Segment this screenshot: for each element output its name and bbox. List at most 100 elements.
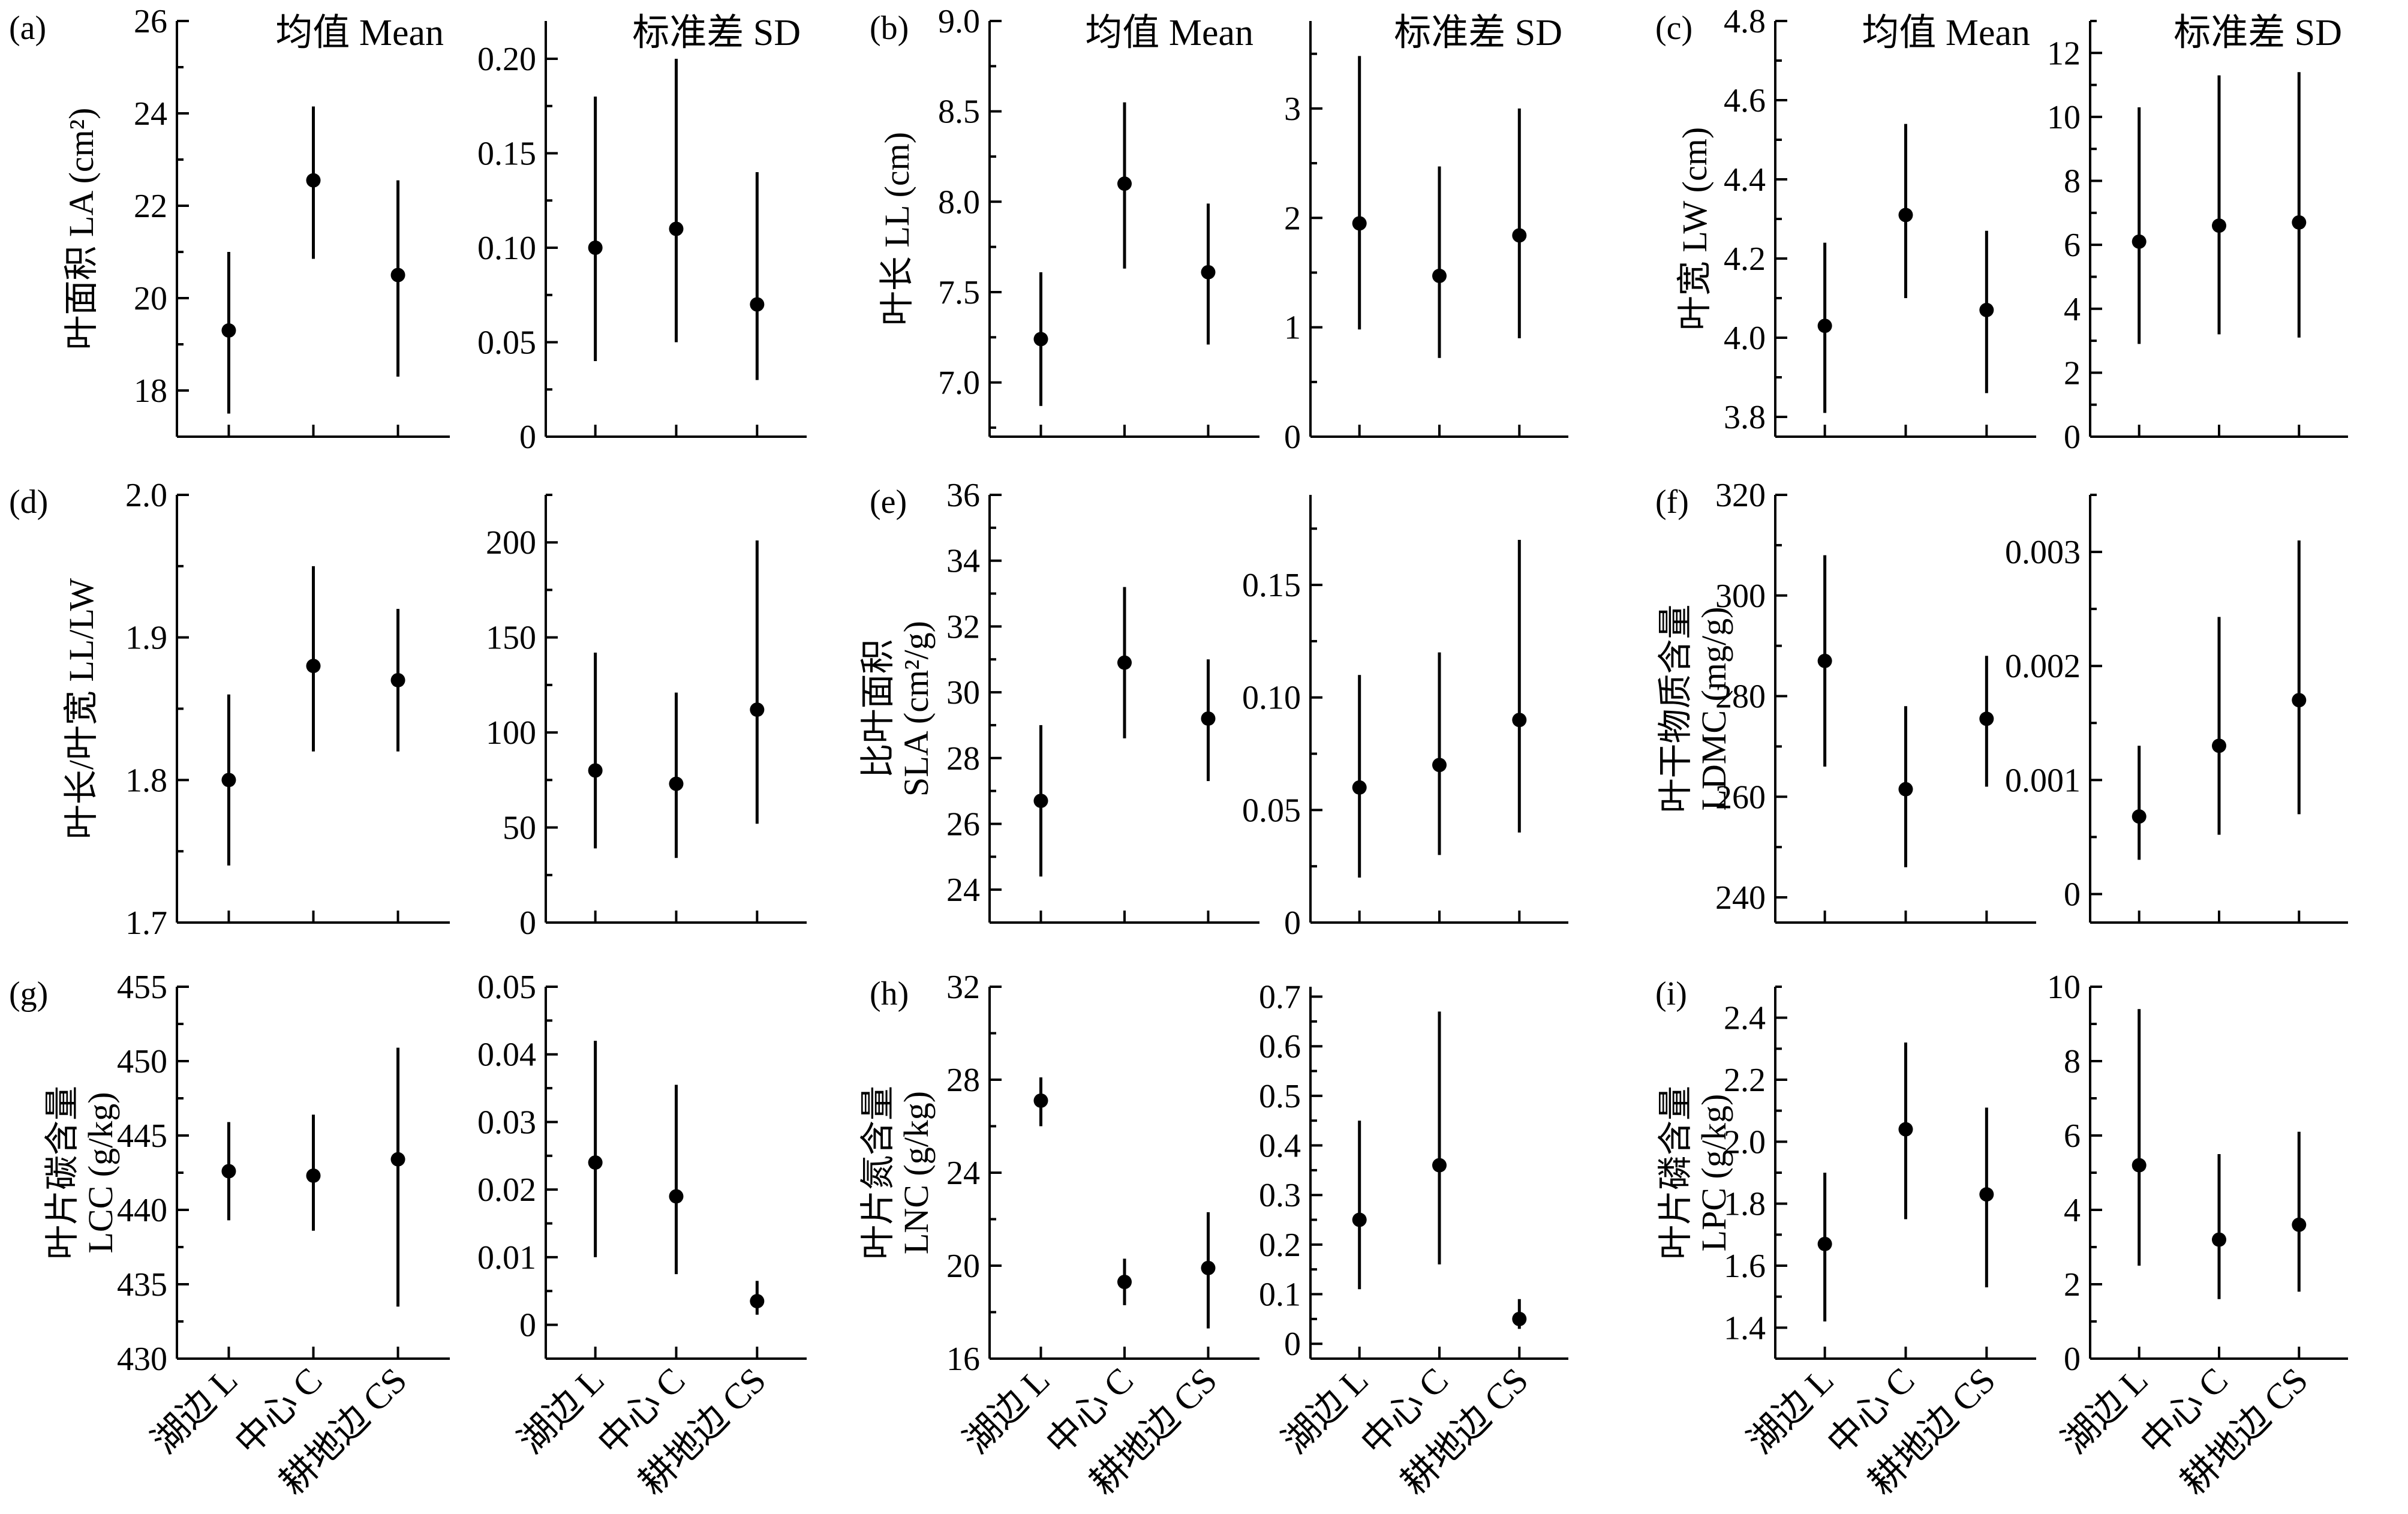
sd-subplot: 0 50 100 150 200: [486, 494, 807, 942]
mean-subplot: 1.7 1.8 1.9 2.0: [125, 477, 450, 942]
data-point: [1201, 711, 1216, 726]
y-axis-label: 叶宽 LW (cm): [1675, 127, 1714, 331]
y-axis-label: 叶长/叶宽 LL/LW: [62, 578, 101, 840]
y-tick-label: 0.003: [2005, 534, 2081, 571]
y-tick-label: 4.6: [1724, 82, 1766, 119]
panel-6: (f) 叶干物质含量LDMC (mg/g) 240 260 280 300 320 0 0.00…: [1655, 477, 2348, 924]
y-tick-label: 2.4: [1724, 1000, 1766, 1037]
y-tick-label: 34: [946, 543, 980, 580]
data-point: [1898, 1122, 1913, 1137]
y-tick-label: 22: [134, 188, 167, 225]
y-tick-label: 450: [117, 1043, 167, 1080]
y-axis-label: 叶长 LL (cm): [877, 132, 916, 326]
data-point: [1898, 782, 1913, 797]
mean-title: 均值 Mean: [275, 13, 444, 53]
y-tick-label: 20: [134, 280, 167, 317]
y-axis-label: 叶面积 LA (cm²): [62, 108, 101, 350]
data-point: [221, 1164, 236, 1179]
y-tick-label: 0.05: [1242, 792, 1301, 829]
y-tick-label: 32: [946, 969, 980, 1006]
y-tick-label: 0.3: [1259, 1177, 1301, 1214]
data-point: [1432, 268, 1447, 283]
mean-title: 均值 Mean: [1862, 13, 2030, 53]
y-tick-label: 3.8: [1724, 399, 1766, 436]
panel-1: (a) 叶面积 LA (cm²) 18 20 22 24 26 均值 Mean 0 0.05 0.1…: [9, 3, 807, 456]
y-tick-label: 440: [117, 1192, 167, 1229]
y-tick-label: 10: [2047, 99, 2081, 136]
data-point: [2132, 234, 2147, 249]
panel-5: (e) 比叶面积SLA (cm²/g) 24 26 28 30 32 34 36 0 0.05 0.1…: [858, 477, 1568, 942]
y-tick-label: 24: [946, 872, 980, 909]
panel-label: (c): [1655, 10, 1692, 47]
panel-label: (g): [9, 975, 48, 1013]
category-label: 湖边 L: [1275, 1360, 1376, 1461]
panel-9: (i) 叶片磷含量LPC (g/kg) 1.4 1.6 1.8 2.0 2.2 2.4 湖边 L…: [1655, 969, 2348, 1502]
y-tick-label: 8: [2064, 163, 2081, 200]
data-point: [1033, 1093, 1048, 1108]
mean-subplot: 7.0 7.5 8.0 8.5 9.0 均值 Mean: [938, 3, 1259, 438]
data-point: [2132, 1158, 2147, 1173]
data-point: [1512, 228, 1527, 243]
y-tick-label: 240: [1715, 879, 1766, 917]
data-point: [588, 241, 603, 255]
y-axis-label: 叶片碳含量LCC (g/kg): [43, 1086, 120, 1260]
y-tick-label: 26: [134, 3, 167, 40]
data-point: [1817, 1236, 1832, 1251]
y-tick-label: 2.0: [125, 477, 167, 514]
y-tick-label: 1: [1284, 310, 1301, 347]
y-tick-label: 1.7: [125, 905, 167, 942]
y-tick-label: 2: [2064, 355, 2081, 392]
y-tick-label: 320: [1715, 477, 1766, 514]
y-tick-label: 4.8: [1724, 3, 1766, 40]
y-tick-label: 0: [2064, 876, 2081, 913]
panel-label: (d): [9, 483, 48, 521]
y-tick-label: 0: [2064, 419, 2081, 456]
data-point: [1201, 1260, 1216, 1275]
y-tick-label: 24: [946, 1155, 980, 1192]
y-tick-label: 0: [519, 905, 536, 942]
data-point: [2212, 738, 2226, 753]
y-tick-label: 0.10: [477, 230, 536, 267]
y-tick-label: 0.15: [1242, 567, 1301, 604]
y-tick-label: 0.05: [477, 325, 536, 362]
y-tick-label: 6: [2064, 227, 2081, 264]
y-tick-label: 0.6: [1259, 1028, 1301, 1065]
y-tick-label: 28: [946, 740, 980, 777]
mean-subplot: 18 20 22 24 26 均值 Mean: [134, 3, 450, 438]
y-tick-label: 16: [946, 1341, 980, 1378]
data-point: [669, 221, 684, 236]
data-point: [1512, 713, 1527, 728]
y-tick-label: 0: [1284, 1326, 1301, 1363]
y-tick-label: 300: [1715, 578, 1766, 615]
y-tick-label: 9.0: [938, 3, 980, 40]
data-point: [669, 1189, 684, 1204]
y-tick-label: 0.5: [1259, 1078, 1301, 1115]
y-tick-label: 100: [486, 714, 536, 752]
data-point: [2212, 1232, 2226, 1247]
y-tick-label: 50: [503, 810, 536, 847]
y-tick-label: 2.2: [1724, 1062, 1766, 1099]
sd-title: 标准差 SD: [1394, 13, 1562, 53]
data-point: [2292, 215, 2307, 230]
data-point: [306, 659, 321, 674]
y-tick-label: 24: [134, 95, 167, 133]
data-point: [588, 763, 603, 778]
data-point: [1898, 208, 1913, 223]
data-point: [1979, 711, 1994, 726]
data-point: [2212, 218, 2226, 233]
y-tick-label: 36: [946, 477, 980, 514]
y-tick-label: 4.0: [1724, 320, 1766, 357]
y-tick-label: 0.01: [477, 1239, 536, 1276]
data-point: [2292, 1217, 2307, 1232]
y-tick-label: 0.2: [1259, 1227, 1301, 1264]
panel-label: (b): [870, 10, 909, 47]
data-point: [750, 297, 765, 312]
data-point: [1432, 1158, 1447, 1173]
y-tick-label: 7.0: [938, 365, 980, 402]
y-tick-label: 0.001: [2005, 762, 2081, 799]
y-tick-label: 445: [117, 1118, 167, 1155]
